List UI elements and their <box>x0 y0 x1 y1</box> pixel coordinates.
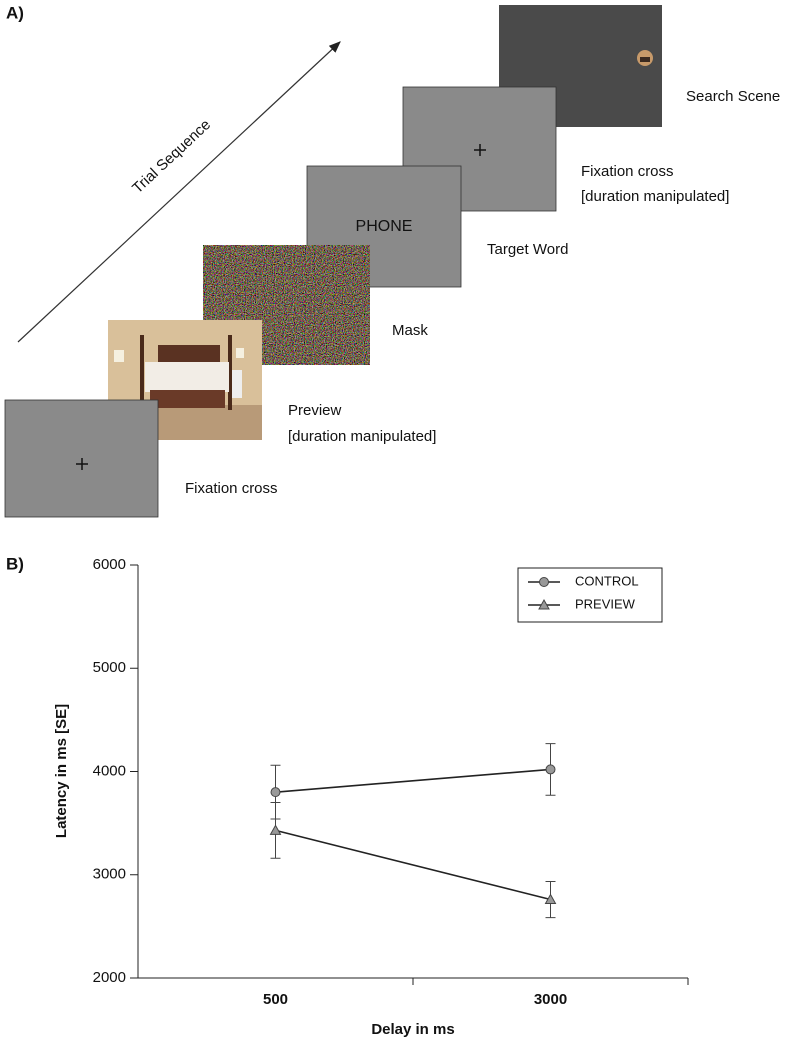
y-tick-label: 6000 <box>93 556 126 573</box>
target-word: PHONE <box>356 218 413 235</box>
frame-detail: [duration manipulated] <box>288 428 436 445</box>
legend-label: CONTROL <box>575 573 639 588</box>
y-axis-title: Latency in ms [SE] <box>53 704 70 838</box>
frame-caption: Fixation cross <box>185 480 278 497</box>
series-line <box>276 769 551 792</box>
x-tick-label: 3000 <box>534 991 567 1008</box>
legend-marker <box>540 578 549 587</box>
frame-caption: Search Scene <box>686 88 780 105</box>
frame-detail: [duration manipulated] <box>581 188 729 205</box>
frame-caption: Fixation cross <box>581 163 674 180</box>
panel-label: B) <box>6 554 24 573</box>
y-tick-label: 5000 <box>93 659 126 676</box>
arrow-label: Trial Sequence <box>129 116 214 197</box>
x-tick-label: 500 <box>263 991 288 1008</box>
x-axis-title: Delay in ms <box>371 1021 454 1038</box>
search-target-detail <box>640 57 650 62</box>
frame-caption: Mask <box>392 322 428 339</box>
y-tick-label: 2000 <box>93 969 126 986</box>
frame-caption: Target Word <box>487 241 568 258</box>
legend-label: PREVIEW <box>575 596 636 611</box>
data-point <box>271 825 281 834</box>
figure: A) Trial Sequence Search Scene Fixation … <box>0 0 812 1043</box>
data-point <box>546 765 555 774</box>
y-tick-label: 4000 <box>93 762 126 779</box>
y-tick-label: 3000 <box>93 866 126 883</box>
panel-label: A) <box>6 3 24 22</box>
data-point <box>271 788 280 797</box>
frame-caption: Preview <box>288 402 342 419</box>
series-line <box>276 830 551 899</box>
